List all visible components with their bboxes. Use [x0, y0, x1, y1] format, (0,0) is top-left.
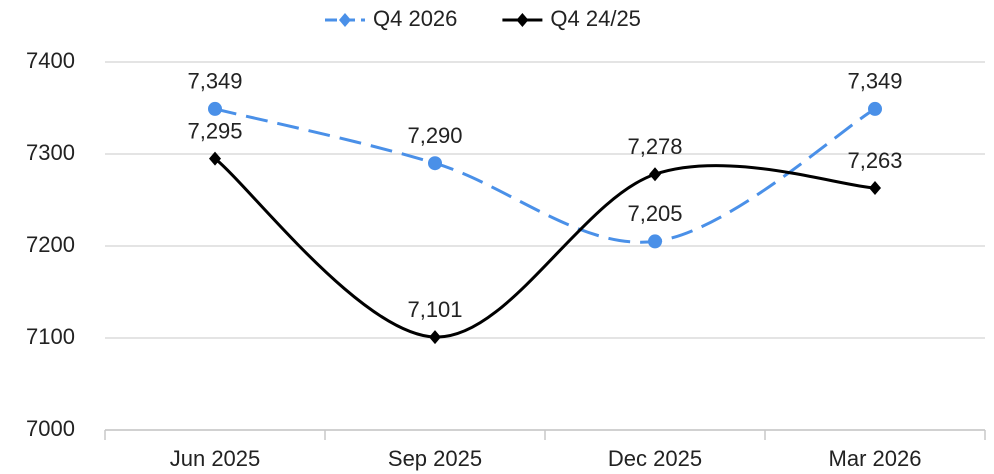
- legend-marker: [339, 13, 351, 27]
- x-tick-label: Sep 2025: [388, 446, 482, 471]
- data-label: 7,205: [627, 201, 682, 226]
- marker: [649, 167, 661, 182]
- y-tick-label: 7200: [26, 232, 75, 257]
- series-line: [214, 157, 876, 339]
- data-label: 7,263: [847, 148, 902, 173]
- y-tick-label: 7000: [26, 416, 75, 441]
- marker: [868, 101, 882, 116]
- y-tick-label: 7400: [26, 48, 75, 73]
- legend-label: Q4 24/25: [550, 6, 641, 31]
- marker: [869, 181, 881, 196]
- data-label: 7,290: [407, 123, 462, 148]
- x-tick-label: Jun 2025: [170, 446, 261, 471]
- series-line: [214, 107, 876, 244]
- y-tick-label: 7300: [26, 140, 75, 165]
- data-label: 7,349: [847, 69, 902, 94]
- marker: [428, 156, 442, 171]
- legend-marker: [516, 13, 529, 27]
- x-tick-label: Dec 2025: [608, 446, 702, 471]
- x-tick-label: Mar 2026: [829, 446, 922, 471]
- marker: [429, 330, 441, 345]
- marker: [209, 151, 221, 166]
- marker: [648, 234, 662, 249]
- data-label: 7,295: [187, 118, 242, 143]
- legend-label: Q4 2026: [373, 6, 457, 31]
- data-label: 7,101: [407, 297, 462, 322]
- data-label: 7,349: [187, 69, 242, 94]
- y-tick-label: 7100: [26, 324, 75, 349]
- marker: [208, 101, 222, 116]
- data-label: 7,278: [627, 134, 682, 159]
